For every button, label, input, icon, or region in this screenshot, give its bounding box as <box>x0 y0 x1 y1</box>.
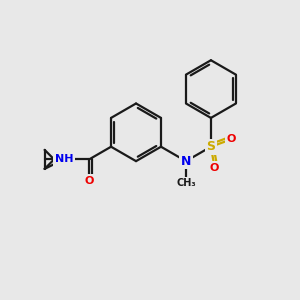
Text: O: O <box>85 176 94 186</box>
Text: N: N <box>181 154 191 168</box>
Text: NH: NH <box>55 154 73 164</box>
Text: S: S <box>206 140 215 153</box>
Text: O: O <box>210 163 219 173</box>
Text: O: O <box>226 134 236 144</box>
Text: CH₃: CH₃ <box>176 178 196 188</box>
